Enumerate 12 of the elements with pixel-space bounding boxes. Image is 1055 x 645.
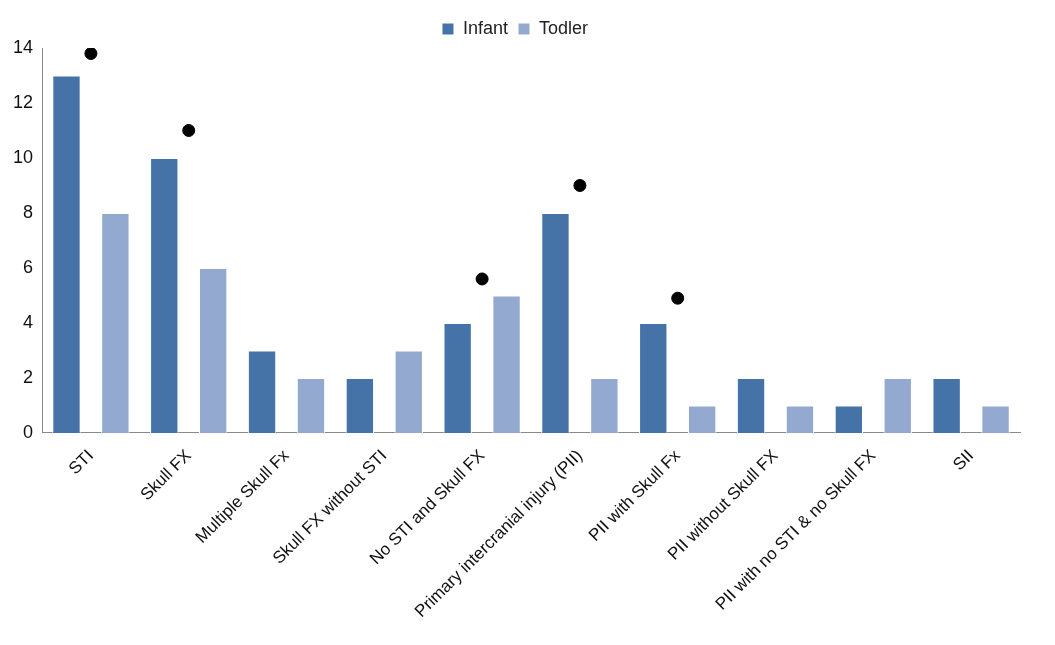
y-tick-label: 6 xyxy=(23,256,34,277)
y-tick-label: 14 xyxy=(12,36,34,57)
y-tick-label: 8 xyxy=(23,201,34,222)
y-tick-label: 10 xyxy=(12,146,34,167)
x-tick-label: SII xyxy=(949,445,978,474)
y-tick-label: 2 xyxy=(23,366,34,387)
y-tick-label: 0 xyxy=(23,421,34,442)
legend-label: Todler xyxy=(539,17,589,38)
y-tick-label: 12 xyxy=(12,91,34,112)
y-tick-label: 4 xyxy=(23,311,34,332)
x-tick-label: STI xyxy=(64,445,98,478)
legend-label: Infant xyxy=(462,17,509,38)
